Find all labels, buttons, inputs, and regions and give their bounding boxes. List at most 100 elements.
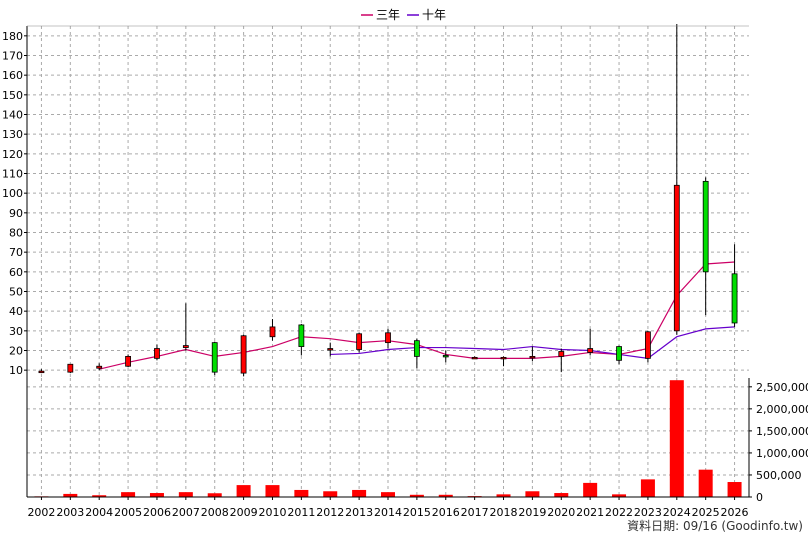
candle-body [67, 363, 74, 373]
candle-body [125, 355, 131, 367]
volume-bar [236, 485, 251, 497]
volume-bars [34, 380, 742, 497]
price-tick-label: 110 [2, 168, 23, 181]
candlesticks [38, 24, 738, 377]
price-tick-label: 100 [2, 187, 23, 200]
volume-bar [323, 491, 338, 497]
candle-body [413, 340, 420, 357]
candle-body [616, 346, 622, 361]
x-tick-label: 2007 [172, 506, 200, 519]
volume-bar [63, 493, 78, 497]
candle-body [211, 342, 218, 373]
candle-body [327, 348, 334, 351]
volume-axis-ticks: 0 500,000 1,000,000 1,500,000 2,000,000 2,500… [749, 381, 808, 504]
candle-body [38, 370, 45, 374]
candle-body [240, 335, 247, 374]
x-tick-label: 2019 [518, 506, 546, 519]
volume-tick-label: 1,500,000 [756, 425, 808, 438]
price-tick-label: 170 [2, 50, 23, 63]
price-tick-label: 80 [9, 227, 23, 240]
candle-body [356, 333, 363, 350]
candle-body [182, 345, 189, 348]
x-tick-label: 2024 [663, 506, 691, 519]
volume-bar [149, 493, 164, 497]
candle-body [702, 180, 709, 273]
data-date-credit: 資料日期: 09/16 (Goodinfo.tw) [627, 519, 803, 533]
x-tick-label: 2013 [345, 506, 373, 519]
candle-body [298, 324, 305, 347]
x-tick-label: 2006 [143, 506, 171, 519]
x-tick-label: 2010 [258, 506, 286, 519]
candle-body [731, 273, 738, 324]
volume-bar [381, 492, 395, 497]
price-tick-label: 90 [9, 207, 23, 220]
price-tick-label: 150 [2, 89, 23, 102]
volume-bar [409, 494, 424, 497]
volume-bar [640, 479, 655, 497]
volume-tick-label: 1,000,000 [756, 447, 808, 460]
price-axis-ticks: 10 20 30 40 50 60 70 80 90 100 110 120 130 140 150 160 1… [2, 30, 27, 377]
panel-frames [26, 25, 750, 498]
candle-body [587, 348, 594, 353]
candle-body [673, 184, 680, 332]
price-tick-label: 160 [2, 69, 23, 82]
legend-label-三年: 三年 [376, 8, 400, 22]
x-tick-label: 2008 [201, 506, 229, 519]
price-tick-label: 130 [2, 128, 23, 141]
price-tick-label: 140 [2, 109, 23, 122]
legend-label-十年: 十年 [422, 8, 446, 22]
volume-bar [438, 494, 453, 497]
x-tick-label: 2011 [287, 506, 315, 519]
x-tick-label: 2021 [576, 506, 604, 519]
candle-body [471, 356, 478, 360]
candle-body [385, 332, 391, 344]
candle-body [500, 356, 507, 360]
candle-body [154, 348, 160, 359]
legend: 三年 十年 [361, 8, 446, 22]
price-tick-label: 40 [9, 305, 23, 318]
volume-bar [207, 493, 222, 497]
price-tick-label: 20 [9, 345, 23, 358]
price-grid [27, 26, 749, 380]
price-tick-label: 50 [9, 286, 23, 299]
volume-bar [727, 482, 742, 497]
volume-bar [698, 469, 713, 497]
x-tick-label: 2017 [461, 506, 489, 519]
volume-bar [496, 494, 511, 497]
x-tick-label: 2022 [605, 506, 633, 519]
candle-body [96, 365, 103, 369]
volume-bar [583, 482, 598, 497]
x-tick-label: 2025 [692, 506, 720, 519]
x-tick-label: 2016 [432, 506, 460, 519]
x-tick-label: 2009 [230, 506, 258, 519]
volume-bar [265, 485, 280, 497]
volume-tick-label: 0 [756, 491, 763, 504]
x-tick-label: 2020 [547, 506, 575, 519]
price-tick-label: 10 [9, 364, 23, 377]
volume-bar [669, 380, 684, 497]
volume-tick-label: 500,000 [756, 469, 802, 482]
candle-body [269, 326, 276, 338]
x-tick-label: 2005 [114, 506, 142, 519]
x-tick-label: 2015 [403, 506, 431, 519]
volume-grid [27, 378, 749, 498]
x-tick-label: 2018 [490, 506, 518, 519]
x-tick-label: 2014 [374, 506, 402, 519]
price-tick-label: 60 [9, 266, 23, 279]
x-tick-label: 2012 [316, 506, 344, 519]
volume-bar [92, 495, 107, 497]
x-tick-label: 2023 [634, 506, 662, 519]
x-tick-label: 2003 [56, 506, 84, 519]
price-tick-label: 120 [2, 148, 23, 161]
volume-bar [178, 492, 193, 497]
volume-bar [612, 494, 627, 497]
price-tick-label: 70 [9, 246, 23, 259]
x-tick-label: 2026 [721, 506, 749, 519]
x-tick-label: 2002 [27, 506, 55, 519]
candle-body [558, 351, 565, 357]
x-tick-label: 2004 [85, 506, 113, 519]
volume-bar [525, 491, 540, 497]
candle-body [645, 331, 651, 359]
volume-bar [352, 489, 367, 497]
